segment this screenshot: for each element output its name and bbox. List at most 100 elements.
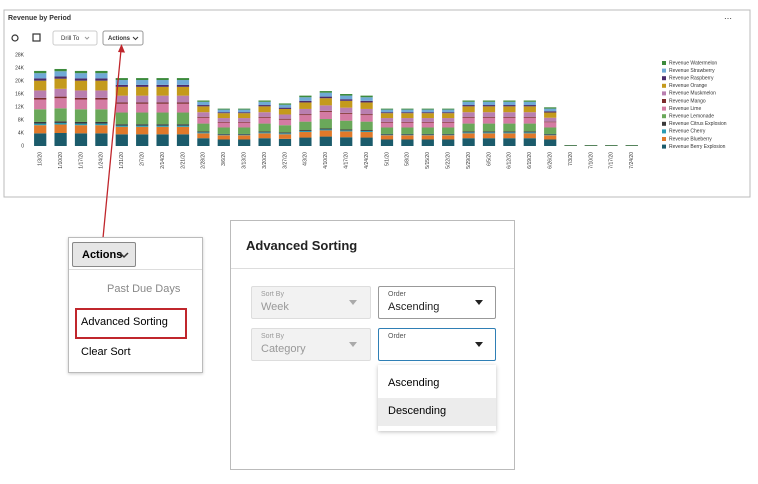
bar-segment — [544, 135, 557, 140]
bar-segment — [523, 138, 536, 146]
bar-segment — [238, 122, 251, 128]
bar-segment — [136, 134, 149, 146]
bar-segment — [299, 108, 312, 115]
legend-label: Revenue Blueberry — [669, 136, 712, 142]
bar-segment — [197, 116, 210, 118]
bar-segment — [625, 145, 638, 146]
bar-segment — [462, 132, 475, 134]
option[interactable]: Ascending — [388, 377, 440, 389]
field-label: Sort By — [261, 291, 284, 298]
bar-segment — [319, 111, 332, 120]
sort-by-select: Sort By Week — [251, 286, 371, 319]
menu-item[interactable]: Advanced Sorting — [81, 316, 168, 328]
bar-segment — [74, 73, 88, 79]
bar-segment — [503, 106, 516, 113]
bar-segment — [278, 133, 292, 135]
bar-segment — [523, 100, 536, 102]
bar-segment — [197, 131, 210, 133]
x-tick-label: 7/17/20 — [609, 152, 615, 169]
x-tick-label: 6/5/20 — [486, 152, 492, 166]
y-tick-label: 24K — [15, 65, 25, 71]
bar-segment — [217, 108, 230, 110]
bar-segment — [115, 86, 128, 96]
bar-segment — [54, 76, 67, 79]
menu-item[interactable]: Past Due Days — [107, 283, 181, 295]
view-icon[interactable] — [32, 33, 41, 42]
bar-segment — [503, 138, 516, 146]
bar-segment — [238, 113, 251, 119]
bar-segment — [278, 108, 292, 115]
x-tick-label: 1/3/20 — [38, 152, 44, 166]
bar-segment — [340, 137, 353, 146]
x-tick-label: 4/10/20 — [323, 152, 329, 169]
bar-segment — [115, 126, 128, 135]
bar-segment — [278, 138, 292, 146]
y-tick-label: 12K — [15, 104, 25, 110]
bar-segment — [258, 116, 271, 118]
x-tick-label: 1/10/20 — [58, 152, 64, 169]
bar-segment — [299, 115, 312, 122]
bar-segment — [176, 95, 190, 103]
menu-item[interactable]: Clear Sort — [81, 346, 131, 358]
x-tick-label: 1/24/20 — [99, 152, 105, 169]
bar-segment — [462, 116, 475, 118]
bar-segment — [258, 133, 271, 139]
bar-segment — [54, 68, 67, 72]
bar-segment — [74, 121, 88, 124]
bar-segment — [238, 121, 251, 123]
bar-segment — [197, 105, 210, 107]
x-tick-label: 3/20/20 — [262, 152, 268, 169]
bar-segment — [523, 112, 536, 117]
actions-button[interactable] — [102, 30, 144, 46]
legend-label: Revenue Cherry — [669, 129, 706, 135]
bar-segment — [115, 103, 128, 113]
option[interactable]: Descending — [388, 405, 447, 417]
bar-segment — [360, 130, 373, 132]
bar-segment — [421, 134, 434, 136]
bar-segment — [544, 127, 557, 134]
bar-segment — [523, 131, 536, 133]
y-tick-label: 8K — [18, 117, 25, 123]
bar-segment — [299, 97, 312, 101]
bar-segment — [197, 112, 210, 117]
bar-segment — [401, 139, 414, 146]
bar-segment — [136, 103, 149, 113]
bar-segment — [238, 109, 251, 113]
bar-segment — [319, 130, 332, 137]
legend-label: Revenue Raspberry — [669, 76, 714, 82]
bar-segment — [34, 90, 47, 98]
bar-segment — [544, 111, 557, 113]
x-tick-label: 5/22/20 — [446, 152, 452, 169]
order-select[interactable]: Order — [378, 328, 496, 361]
bar-segment — [299, 137, 312, 146]
bar-segment — [442, 127, 455, 134]
bar-segment — [544, 121, 557, 123]
more-icon[interactable]: ⋯ — [724, 14, 732, 23]
bar-segment — [360, 108, 373, 115]
bar-segment — [462, 138, 475, 146]
bar-segment — [482, 123, 496, 132]
bar-segment — [421, 118, 434, 122]
bar-segment — [319, 110, 332, 112]
bar-segment — [34, 78, 47, 81]
bar-segment — [95, 70, 108, 74]
highlight-box — [75, 308, 187, 339]
caret — [475, 300, 483, 305]
bar-segment — [238, 134, 251, 136]
refresh-icon[interactable] — [11, 34, 19, 42]
x-tick-label: 7/10/20 — [588, 152, 594, 169]
divider — [231, 268, 514, 269]
bar-segment — [34, 121, 47, 124]
bar-segment — [136, 95, 149, 103]
actions-label: Actions — [108, 36, 131, 42]
order-select[interactable]: Order Ascending — [378, 286, 496, 319]
bar-segment — [95, 73, 108, 79]
bar-segment — [340, 95, 353, 100]
x-tick-label: 4/17/20 — [344, 152, 350, 169]
bar-segment — [401, 122, 414, 128]
bar-segment — [421, 133, 434, 135]
bar-segment — [176, 126, 190, 135]
bar-segment — [115, 102, 128, 104]
drill-to-button[interactable] — [52, 30, 98, 46]
actions-menu-button[interactable]: Actions — [72, 242, 136, 267]
